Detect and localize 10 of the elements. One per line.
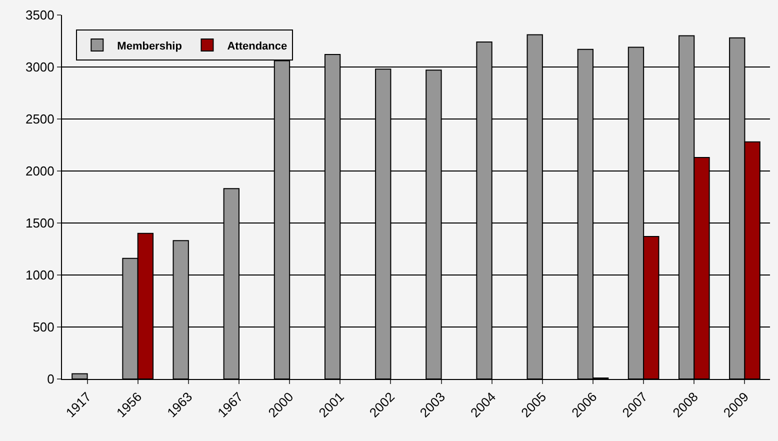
y-tick-label: 500 bbox=[32, 320, 54, 335]
y-tick-label: 0 bbox=[47, 372, 54, 387]
y-tick-label: 1000 bbox=[25, 268, 54, 283]
y-tick-label: 3500 bbox=[25, 8, 54, 23]
legend-label: Membership bbox=[117, 40, 182, 52]
y-tick-label: 2000 bbox=[25, 164, 54, 179]
y-tick-label: 3000 bbox=[25, 60, 54, 75]
legend-label: Attendance bbox=[227, 40, 288, 52]
y-tick-label: 2500 bbox=[25, 112, 54, 127]
y-tick-label: 1500 bbox=[25, 216, 54, 231]
